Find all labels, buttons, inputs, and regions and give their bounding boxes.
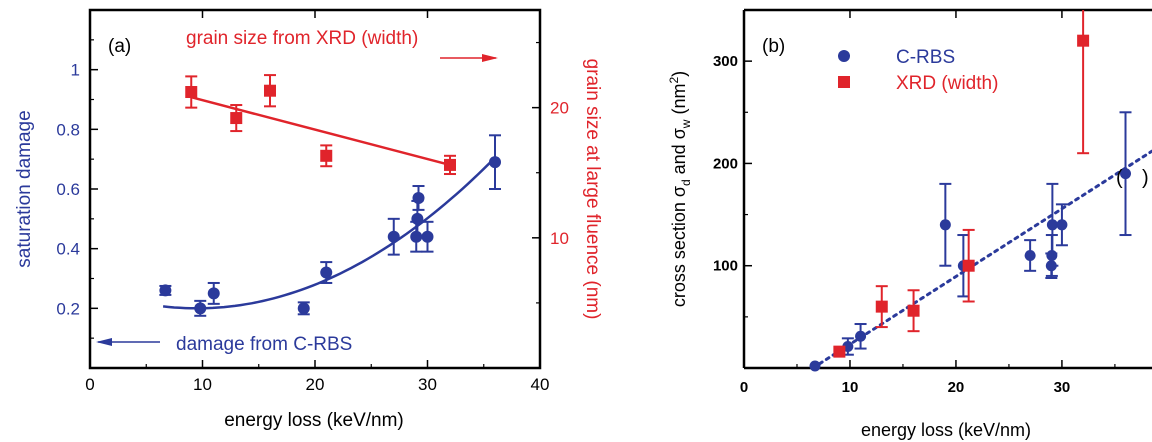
panel-a-ylabel-right: grain size at large fluence (nm): [582, 59, 603, 320]
data-point-xrd: [264, 84, 276, 97]
panel-b-axes: 0 10 20 30 100 200 300: [713, 10, 1116, 396]
data-point-xrd: [875, 300, 888, 313]
data-point-xrd: [230, 112, 243, 125]
data-point-xrd: [444, 158, 456, 171]
panel-b-fits: [811, 149, 1152, 370]
x-tick-label: 20: [948, 379, 965, 396]
data-point-crbs: [194, 302, 207, 315]
x-tick-label: 20: [306, 375, 325, 394]
data-point-crbs: [939, 219, 951, 231]
data-point-crbs: [320, 266, 333, 279]
data-point-crbs: [1120, 168, 1132, 180]
crbs-annotation: damage from C-RBS: [176, 334, 352, 355]
data-point-crbs: [421, 230, 434, 243]
panel-b-label: (b): [762, 36, 785, 57]
xrd-annotation: grain size from XRD (width): [186, 28, 418, 49]
data-point-crbs: [1046, 219, 1058, 231]
panel-a-fits: [162, 96, 496, 310]
y-left-tick-label: 0.2: [56, 299, 80, 318]
data-point-xrd: [320, 149, 333, 162]
data-point-crbs: [412, 191, 425, 204]
y-tick-label: 300: [713, 53, 738, 70]
right-arrow-icon: [440, 54, 498, 62]
clipped-annotation: (: [1116, 167, 1123, 189]
panel-b-marks: [809, 10, 1132, 372]
panel-a-axes: 0 10 20 30 40 0.2 0.4 0.6 0.8 1 10 20: [56, 10, 569, 394]
panel-a-label: (a): [108, 36, 131, 57]
data-point-xrd: [1077, 34, 1090, 47]
data-point-crbs: [411, 212, 424, 225]
panel-a: 0 10 20 30 40 0.2 0.4 0.6 0.8 1 10 20 (a) grain siz…: [14, 8, 603, 431]
legend-label-crbs: C-RBS: [896, 47, 955, 68]
data-point-crbs: [489, 156, 501, 169]
legend: C-RBS XRD (width): [838, 47, 998, 94]
data-point-crbs: [1056, 219, 1068, 231]
panel-a-ylabel-left: saturation damage: [14, 110, 35, 267]
legend-marker-crbs: [838, 50, 850, 62]
left-arrow-icon: [96, 338, 160, 346]
panel-b-xlabel: energy loss (keV/nm): [861, 420, 1031, 440]
y-tick-label: 200: [713, 155, 738, 172]
data-point-xrd: [962, 259, 975, 272]
y-tick-label: 100: [713, 258, 738, 275]
panel-a-frame: [88, 8, 542, 370]
clipped-annotation-close: ): [1142, 167, 1149, 189]
x-tick-label: 10: [842, 379, 859, 396]
data-point-xrd: [907, 304, 920, 317]
data-point-crbs: [387, 230, 400, 243]
data-point-crbs: [855, 330, 867, 342]
x-tick-label: 30: [1054, 379, 1071, 396]
x-tick-label: 10: [193, 375, 212, 394]
y-right-tick-label: 20: [550, 99, 569, 118]
fit-curve-crbs: [162, 156, 496, 310]
panel-a-marks: [159, 74, 501, 317]
panel-b-ylabel: cross section σd and σw (nm2): [667, 71, 693, 307]
panel-b: 0 10 20 30 100 200 300 (b) C-RBS XRD (width) e…: [667, 8, 1152, 440]
panel-a-xlabel: energy loss (keV/nm): [224, 410, 404, 431]
data-point-xrd: [185, 86, 198, 99]
data-point-crbs: [1024, 249, 1036, 261]
x-tick-label: 0: [85, 375, 94, 394]
y-left-tick-label: 1: [71, 61, 80, 80]
data-point-crbs: [207, 287, 220, 300]
x-tick-label: 30: [418, 375, 437, 394]
y-left-tick-label: 0.4: [56, 240, 80, 259]
fit-line-dotted: [811, 149, 1152, 370]
legend-label-xrd: XRD (width): [896, 73, 998, 94]
x-tick-label: 0: [740, 379, 748, 396]
legend-marker-xrd: [838, 76, 850, 88]
y-left-tick-label: 0.8: [56, 120, 80, 139]
y-left-tick-label: 0.6: [56, 180, 80, 199]
x-tick-label: 40: [531, 375, 550, 394]
data-point-xrd: [833, 345, 846, 358]
fit-line-xrd: [190, 96, 451, 167]
y-right-tick-label: 10: [550, 229, 569, 248]
data-point-crbs: [297, 302, 310, 315]
data-point-crbs: [809, 360, 821, 372]
data-point-crbs: [159, 284, 172, 297]
